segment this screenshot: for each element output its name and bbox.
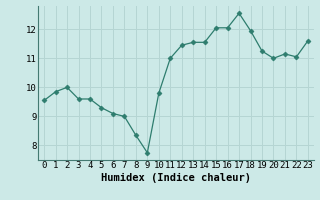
X-axis label: Humidex (Indice chaleur): Humidex (Indice chaleur) xyxy=(101,173,251,183)
